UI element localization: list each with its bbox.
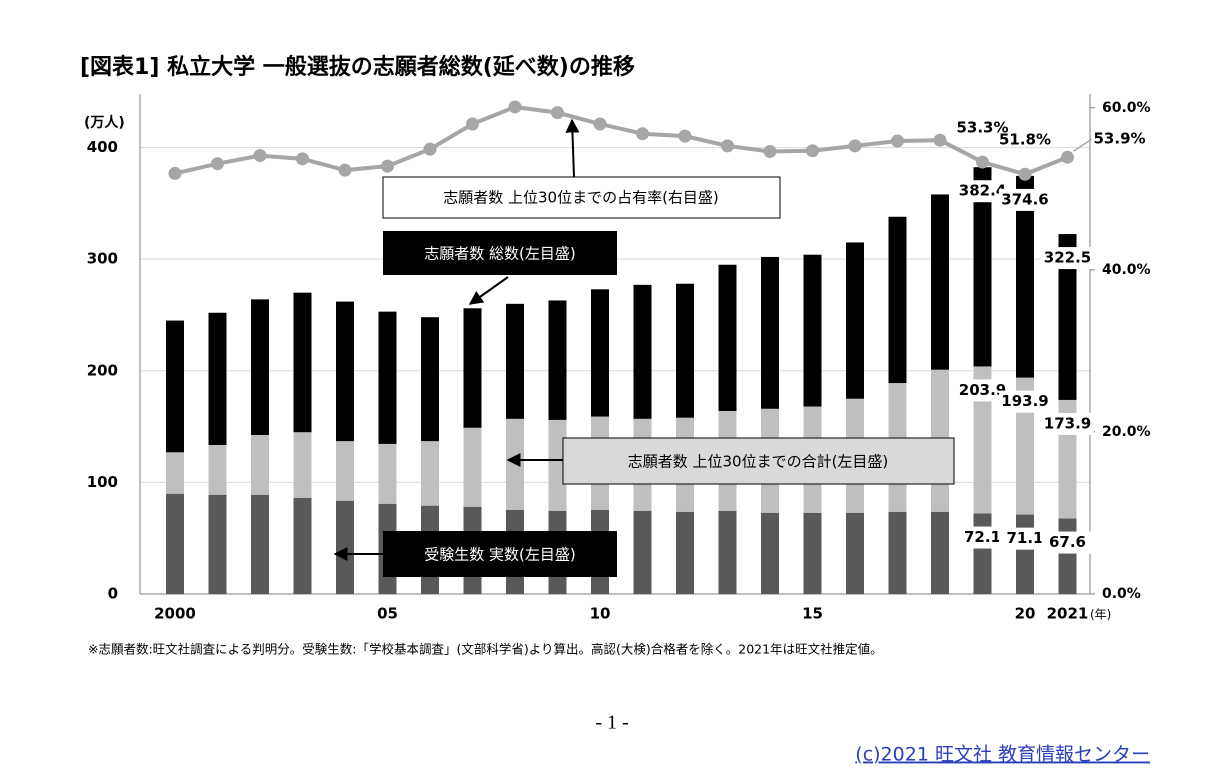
line-marker <box>678 129 692 143</box>
line-marker <box>423 142 437 156</box>
data-label: 374.6 <box>1001 190 1048 208</box>
line-marker <box>508 100 522 114</box>
callout-box <box>562 437 955 485</box>
bar <box>1016 514 1034 594</box>
data-label: 173.9 <box>1044 414 1091 432</box>
label-background <box>999 527 1051 550</box>
bar <box>633 510 652 594</box>
line-marker <box>551 106 564 120</box>
data-label: 53.9% <box>1094 130 1146 148</box>
callout-box <box>383 531 617 577</box>
line-marker <box>296 152 309 166</box>
line-marker <box>933 133 947 147</box>
data-label: 193.9 <box>1001 392 1048 410</box>
bar <box>888 511 907 594</box>
bar <box>718 510 737 594</box>
page-number: - 1 - <box>595 712 628 734</box>
credit: (c)2021 旺文社 教育情報センター <box>855 744 1150 766</box>
callout-text: 志願者数 総数(左目盛) <box>424 245 575 263</box>
data-label: 322.5 <box>1044 249 1091 267</box>
y-tick-label: 200 <box>87 361 118 379</box>
callouts: 志願者数 上位30位までの占有率(右目盛) 志願者数 総数(左目盛) 志願者数 … <box>333 118 955 577</box>
y-axis-label: (万人) <box>84 114 125 131</box>
x-tick-label: 05 <box>377 605 398 623</box>
callout-box <box>383 231 617 275</box>
chart-title: [図表1] 私立大学 一般選抜の志願者総数(延べ数)の推移 <box>80 54 635 80</box>
line-marker <box>381 159 394 173</box>
label-background <box>956 180 1009 203</box>
bar <box>846 512 864 594</box>
bar <box>973 513 992 594</box>
bar <box>166 493 184 594</box>
bar <box>336 500 354 594</box>
y2-tick-label: 60.0% <box>1102 100 1151 116</box>
line-marker <box>1018 167 1032 181</box>
line-marker <box>168 166 182 180</box>
line-marker <box>891 134 904 148</box>
data-label: 51.8% <box>999 131 1051 149</box>
footnote: ※志願者数:旺文社調査による判明分。受験生数:「学校基本調査」(文部科学省)より… <box>88 642 883 657</box>
label-background <box>956 526 1009 549</box>
x-tick-label: 15 <box>802 605 823 623</box>
y-tick-label: 100 <box>87 473 118 491</box>
x-axis-unit: (年) <box>1090 608 1111 622</box>
bar <box>251 494 269 594</box>
bar <box>761 512 779 594</box>
data-label: 382.4 <box>959 182 1006 200</box>
label-background <box>999 188 1051 211</box>
label-background <box>999 390 1051 413</box>
bar <box>1058 518 1077 594</box>
bar <box>208 494 227 594</box>
bar <box>803 512 822 594</box>
line-marker <box>806 144 819 158</box>
y-tick-label: 0 <box>108 585 118 603</box>
x-tick-label: 2021 <box>1047 605 1089 623</box>
callout-box <box>382 176 781 219</box>
data-label: 72.1 <box>964 528 1001 546</box>
data-label: 71.1 <box>1006 529 1043 547</box>
line-marker <box>848 139 862 153</box>
line-marker <box>721 139 734 153</box>
line-marker <box>763 145 777 159</box>
callout-text: 受験生数 実数(左目盛) <box>424 546 575 564</box>
label-background <box>1041 247 1094 270</box>
line-marker <box>976 155 989 169</box>
label-background <box>1041 412 1094 435</box>
x-tick-label: 2000 <box>154 605 196 623</box>
label-background <box>956 379 1009 402</box>
data-label: 53.3% <box>956 119 1008 137</box>
y-tick-label: 300 <box>87 250 118 268</box>
line-marker <box>211 157 224 171</box>
data-label: 203.9 <box>959 381 1006 399</box>
arrow <box>468 276 509 305</box>
label-background <box>1041 531 1094 554</box>
x-tick-label: 20 <box>1015 605 1036 623</box>
callout-text: 志願者数 上位30位までの占有率(右目盛) <box>443 189 719 207</box>
callout-text: 志願者数 上位30位までの合計(左目盛) <box>628 453 889 471</box>
bar <box>931 511 949 594</box>
bar <box>676 511 694 594</box>
data-label: 67.6 <box>1049 533 1086 551</box>
x-tick-label: 10 <box>590 605 611 623</box>
line-marker <box>593 117 607 131</box>
y2-tick-label: 0.0% <box>1102 586 1141 602</box>
line-marker <box>253 149 267 163</box>
line <box>174 104 1069 177</box>
y-tick-label: 400 <box>87 138 118 156</box>
bar <box>293 498 312 594</box>
arrow <box>565 118 580 178</box>
y2-tick-label: 40.0% <box>1102 262 1151 278</box>
line-marker <box>338 163 352 177</box>
leader-line <box>1073 138 1092 152</box>
line-marker <box>636 127 649 141</box>
line-marker <box>1061 150 1074 164</box>
line-marker <box>466 117 479 131</box>
y2-tick-label: 20.0% <box>1102 424 1151 440</box>
